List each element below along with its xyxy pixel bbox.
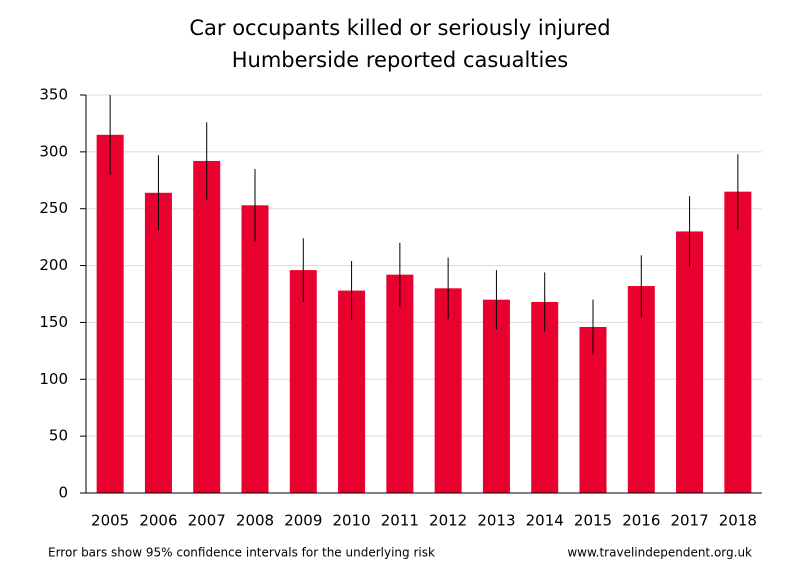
bar [676, 231, 704, 493]
y-tick-label: 200 [39, 256, 68, 274]
x-tick-label: 2016 [622, 512, 660, 530]
bar [434, 288, 462, 493]
bar [144, 192, 172, 493]
y-tick-label: 250 [39, 199, 68, 217]
x-tick-label: 2018 [719, 512, 757, 530]
y-tick-label: 150 [39, 313, 68, 331]
y-tick-label: 350 [39, 86, 68, 104]
y-tick-label: 50 [49, 427, 68, 445]
footnote: Error bars show 95% confidence intervals… [48, 546, 435, 560]
x-tick-label: 2017 [670, 512, 708, 530]
x-tick-label: 2012 [429, 512, 467, 530]
y-tick-label: 100 [39, 370, 68, 388]
x-tick-label: 2008 [236, 512, 274, 530]
bar [482, 299, 510, 493]
bar [386, 274, 414, 493]
y-tick-label: 0 [58, 484, 68, 502]
x-tick-label: 2007 [188, 512, 226, 530]
bar [193, 160, 221, 493]
source: www.travelindependent.org.uk [567, 546, 752, 560]
bar [724, 191, 752, 493]
bar [241, 205, 269, 493]
bars [96, 95, 752, 494]
x-tick-label: 2006 [139, 512, 177, 530]
bar [96, 134, 124, 494]
bar [338, 290, 366, 493]
chart-title: Car occupants killed or seriously injure… [189, 16, 610, 40]
bar [627, 286, 655, 493]
x-tick-label: 2015 [574, 512, 612, 530]
chart-subtitle: Humberside reported casualties [232, 48, 569, 72]
x-tick-label: 2011 [381, 512, 419, 530]
x-tick-label: 2010 [332, 512, 370, 530]
bar [289, 270, 317, 493]
bar [531, 301, 559, 493]
x-tick-label: 2013 [477, 512, 515, 530]
x-tick-label: 2009 [284, 512, 322, 530]
x-tick-label: 2014 [526, 512, 564, 530]
bar [579, 326, 607, 493]
y-tick-label: 300 [39, 142, 68, 160]
grid [86, 94, 762, 494]
x-tick-label: 2005 [91, 512, 129, 530]
